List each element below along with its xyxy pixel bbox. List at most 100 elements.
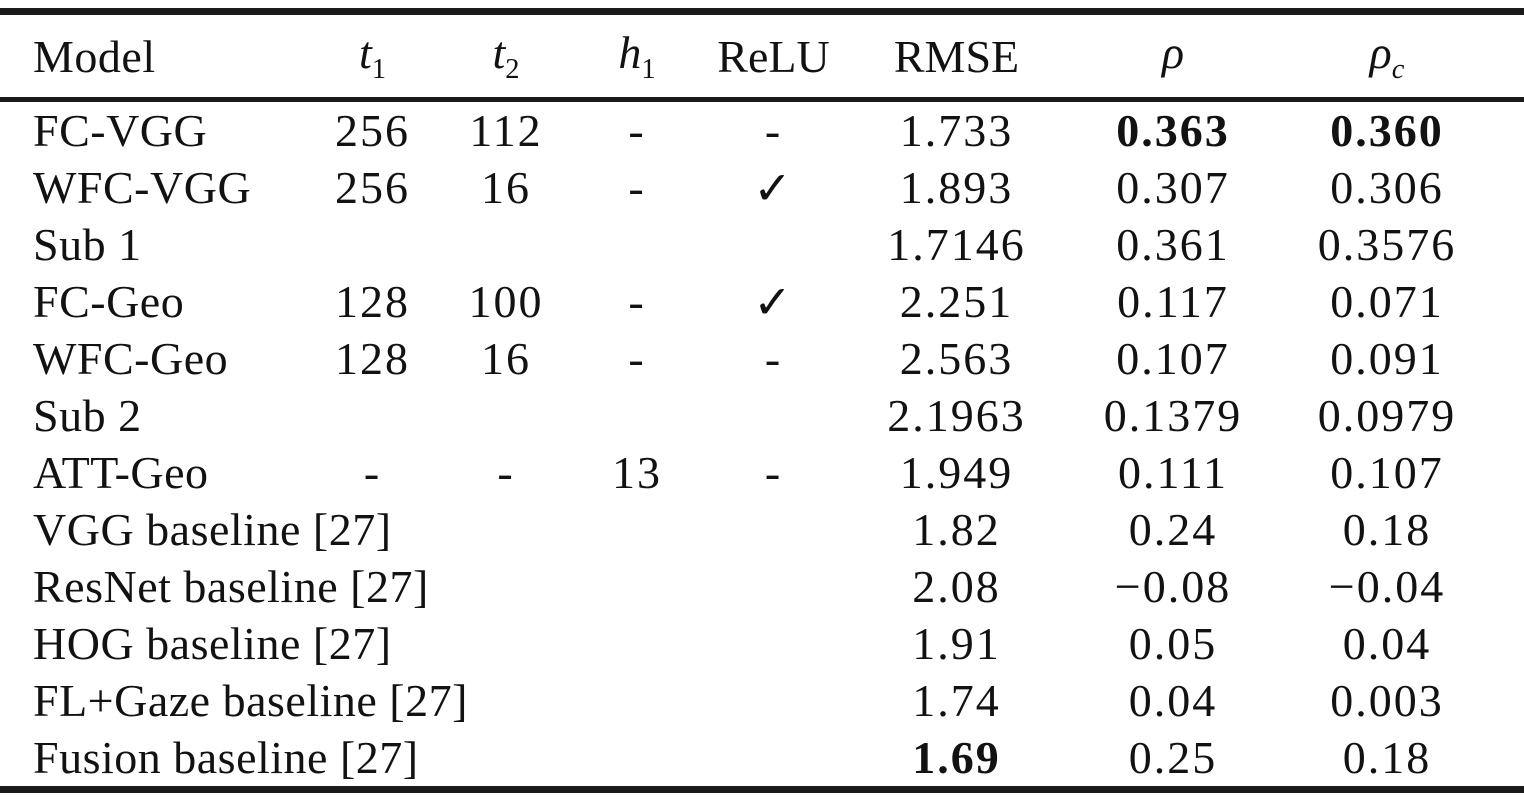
cell-h1 <box>572 672 702 729</box>
cell-h1 <box>572 615 702 672</box>
cell-relu <box>702 729 845 790</box>
table-row: HOG baseline [27] 1.91 0.05 0.04 <box>0 615 1524 672</box>
table-row: WFC-VGG 256 16 - ✓ 1.893 0.307 0.306 <box>0 159 1524 216</box>
cell-h1: 13 <box>612 447 662 498</box>
cell-model: ATT-Geo <box>33 447 209 498</box>
cell-rho: 0.363 <box>1116 105 1230 156</box>
cell-t2 <box>440 501 572 558</box>
cell-rmse: 1.91 <box>912 618 1001 669</box>
table-row: Fusion baseline [27] 1.69 0.25 0.18 <box>0 729 1524 790</box>
table-row: FL+Gaze baseline [27] 1.74 0.04 0.003 <box>0 672 1524 729</box>
cell-t2: - <box>497 447 515 498</box>
cell-relu <box>702 558 845 615</box>
cell-rho: 0.361 <box>1116 219 1230 270</box>
header-row: Model t1 t2 h1 ReLU RMSE ρ ρc <box>0 11 1524 102</box>
cell-rmse: 2.563 <box>899 333 1014 384</box>
cell-rmse: 1.82 <box>912 504 1001 555</box>
cell-t2: 16 <box>481 162 531 213</box>
col-header-rho-symbol: ρ <box>1161 26 1185 78</box>
cell-h1: - <box>628 105 646 156</box>
table-row: ATT-Geo - - 13 - 1.949 0.111 0.107 <box>0 444 1524 501</box>
cell-rmse: 1.733 <box>899 105 1014 156</box>
cell-model: WFC-Geo <box>33 333 229 384</box>
cell-h1 <box>572 729 702 790</box>
col-header-rmse: RMSE <box>845 11 1068 102</box>
cell-h1 <box>572 501 702 558</box>
cell-rho-c: 0.071 <box>1330 276 1444 327</box>
cell-rho: 0.111 <box>1117 447 1229 498</box>
cell-t1 <box>305 216 440 273</box>
col-header-t1-symbol: t <box>358 26 372 78</box>
col-header-rho-c: ρc <box>1278 11 1524 102</box>
cell-t2 <box>440 729 572 790</box>
cell-t2: 16 <box>481 333 531 384</box>
col-header-model-label: Model <box>33 30 156 82</box>
cell-t2 <box>440 558 572 615</box>
cell-rho: 0.25 <box>1128 732 1218 783</box>
cell-model: Sub 2 <box>33 390 142 441</box>
table-row: ResNet baseline [27] 2.08 −0.08 −0.04 <box>0 558 1524 615</box>
cell-model: VGG baseline [27] <box>33 504 392 555</box>
cell-rho-c: −0.04 <box>1328 561 1446 612</box>
cell-rho: 0.107 <box>1116 333 1230 384</box>
col-header-t1: t1 <box>305 11 440 102</box>
cell-rho: 0.24 <box>1128 504 1218 555</box>
cell-relu-checkmark: ✓ <box>753 276 794 328</box>
col-header-t2-subscript: 2 <box>505 54 520 86</box>
cell-rho-c: 0.360 <box>1330 105 1444 156</box>
cell-rmse: 2.1963 <box>887 390 1026 441</box>
cell-rho-c: 0.18 <box>1342 732 1432 783</box>
cell-relu <box>702 672 845 729</box>
cell-t1 <box>305 387 440 444</box>
col-header-rmse-label: RMSE <box>893 30 1020 82</box>
cell-rmse: 1.949 <box>899 447 1014 498</box>
col-header-rho: ρ <box>1068 11 1278 102</box>
cell-rho-c: 0.04 <box>1342 618 1432 669</box>
cell-h1: - <box>628 276 646 327</box>
cell-rho: 0.117 <box>1117 276 1229 327</box>
cell-rho: 0.05 <box>1128 618 1218 669</box>
cell-t2 <box>440 387 572 444</box>
col-header-relu: ReLU <box>702 11 845 102</box>
cell-t2 <box>440 615 572 672</box>
cell-rmse: 1.893 <box>899 162 1014 213</box>
cell-rmse: 1.7146 <box>887 219 1026 270</box>
cell-h1 <box>572 216 702 273</box>
col-header-rho-c-symbol: ρ <box>1369 26 1392 78</box>
col-header-h1: h1 <box>572 11 702 102</box>
cell-rmse: 2.08 <box>912 561 1001 612</box>
col-header-model: Model <box>0 11 305 102</box>
cell-t1: 256 <box>335 105 410 156</box>
cell-model: WFC-VGG <box>33 162 252 213</box>
col-header-t2-symbol: t <box>492 26 506 78</box>
col-header-h1-subscript: 1 <box>641 54 656 86</box>
cell-relu: - <box>764 447 783 498</box>
cell-h1: - <box>628 333 646 384</box>
col-header-h1-symbol: h <box>618 26 642 78</box>
cell-relu: - <box>764 333 783 384</box>
cell-relu <box>702 387 845 444</box>
cell-rho-c: 0.0979 <box>1317 390 1457 441</box>
cell-model: FC-Geo <box>33 276 185 327</box>
cell-t1: 256 <box>335 162 410 213</box>
cell-model: FL+Gaze baseline [27] <box>33 675 468 726</box>
table-row: Sub 1 1.7146 0.361 0.3576 <box>0 216 1524 273</box>
cell-model: Fusion baseline [27] <box>33 732 419 783</box>
cell-rho: 0.04 <box>1128 675 1218 726</box>
cell-t2: 112 <box>469 105 543 156</box>
cell-model: HOG baseline [27] <box>33 618 392 669</box>
cell-rmse: 1.74 <box>912 675 1001 726</box>
col-header-rho-c-subscript: c <box>1391 54 1405 86</box>
cell-t2 <box>440 216 572 273</box>
cell-h1: - <box>628 162 646 213</box>
table-row: Sub 2 2.1963 0.1379 0.0979 <box>0 387 1524 444</box>
cell-model: ResNet baseline [27] <box>33 561 429 612</box>
cell-rho-c: 0.107 <box>1330 447 1444 498</box>
results-table: Model t1 t2 h1 ReLU RMSE ρ ρc FC-VGG 256… <box>0 8 1524 793</box>
cell-rho-c: 0.18 <box>1342 504 1432 555</box>
cell-rho-c: 0.306 <box>1330 162 1444 213</box>
cell-relu: - <box>764 105 783 156</box>
cell-model: Sub 1 <box>33 219 142 270</box>
table-row: FC-VGG 256 112 - - 1.733 0.363 0.360 <box>0 100 1524 160</box>
